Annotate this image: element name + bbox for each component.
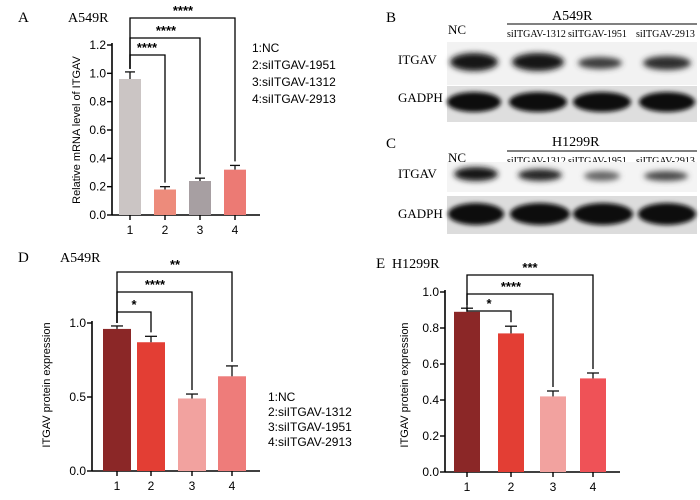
chart-e-ytick-label: 0.4 [422, 393, 439, 407]
chart-a-ytick-label: 0.6 [89, 123, 106, 137]
chart-d-xtick-label-4: 4 [229, 479, 236, 493]
panel-letter-d: D [18, 250, 29, 266]
chart-e-bar-2 [498, 333, 524, 472]
blot-c-lane-nc: NC [448, 150, 466, 165]
chart-a-ytick-label: 0.0 [89, 208, 106, 222]
chart-e-bar-4 [580, 378, 606, 472]
chart-d-bar-2 [137, 342, 165, 471]
chart-a-xtick-label-4: 4 [232, 223, 239, 237]
blot-b-lane-nc: NC [448, 22, 466, 37]
chart-a-xtick-label-2: 2 [162, 223, 169, 237]
chart-e-xtick-label-2: 2 [508, 480, 515, 494]
chart-e-sig-bracket [466, 274, 594, 369]
chart-e-bar-1 [454, 311, 480, 472]
panel-letter-c: C [386, 136, 396, 152]
blot-b-lane-4: siITGAV-2913 [636, 29, 695, 40]
blot-b-cell-line: A549R [552, 9, 593, 24]
chart-a-bar-3 [189, 181, 211, 215]
chart-d-ytick-label: 0.5 [69, 390, 86, 404]
chart-e-ytick-label: 0.8 [422, 321, 439, 335]
blot-b-row-gadph: GADPH [398, 90, 443, 105]
chart-e-ytick-label: 0.6 [422, 357, 439, 371]
chart-e-sig-label: *** [522, 260, 538, 275]
chart-d: A549R ITGAV protein expression 0.0 0.5 1.0 1 2… [41, 251, 352, 493]
chart-a-legend-item: 4:siITGAV-2913 [252, 92, 336, 106]
blot-c: NC H1299R siITGAV-1312 siITGAV-1951 siIT… [398, 135, 697, 234]
chart-d-bar-3 [178, 398, 206, 471]
chart-a-bar-2 [154, 189, 176, 215]
chart-e-ytick-label: 0.2 [422, 429, 439, 443]
blot-c-lane-4: siITGAV-2913 [636, 156, 695, 167]
chart-d-xtick-label-3: 3 [189, 479, 196, 493]
chart-d-sig-bracket [116, 271, 233, 362]
chart-a-ytick-label: 0.8 [89, 95, 106, 109]
chart-d-xtick-label-1: 1 [114, 479, 121, 493]
blot-c-cell-line: H1299R [552, 135, 600, 150]
chart-d-legend-item: 4:siITGAV-2913 [268, 435, 352, 449]
chart-a-xtick-label-1: 1 [127, 223, 134, 237]
chart-d-ytick-label: 0.0 [69, 464, 86, 478]
chart-d-legend-item: 1:NC [268, 390, 296, 404]
chart-d-legend-item: 3:siITGAV-1951 [268, 420, 352, 434]
chart-d-xtick-label-2: 2 [148, 479, 155, 493]
blot-c-row-itgav: ITGAV [398, 166, 437, 181]
panel-letter-b: B [386, 10, 396, 26]
chart-a-title: A549R [68, 11, 109, 26]
chart-a-ytick-label: 1.0 [89, 66, 106, 80]
chart-a-bar-1 [119, 79, 141, 215]
chart-a-ytick-label: 0.2 [89, 180, 106, 194]
chart-a-sig-label: **** [156, 23, 177, 38]
chart-e-sig-label: * [486, 296, 492, 311]
blot-c-row-gadph: GADPH [398, 206, 443, 221]
chart-e-ytick-label: 1.0 [422, 285, 439, 299]
chart-a: A549R Relative mRNA level of ITGAV 0.0 0.2 0… [68, 3, 336, 237]
chart-a-legend-item: 3:siITGAV-1312 [252, 75, 336, 89]
chart-d-legend-item: 2:siITGAV-1312 [268, 405, 352, 419]
chart-a-sig-bracket [129, 17, 236, 162]
chart-a-ytick-label: 1.2 [89, 38, 106, 52]
chart-e-xtick-label-3: 3 [550, 480, 557, 494]
blot-c-lane-2: siITGAV-1312 [507, 156, 566, 167]
blot-b-row-itgav: ITGAV [398, 52, 437, 67]
chart-e-xtick-label-1: 1 [464, 480, 471, 494]
blot-b: NC A549R siITGAV-1312 siITGAV-1951 siITG… [398, 9, 697, 122]
chart-e-bar-3 [540, 396, 566, 472]
chart-e-xtick-label-4: 4 [590, 480, 597, 494]
chart-a-legend-item: 1:NC [252, 41, 280, 55]
chart-d-sig-label: **** [145, 277, 166, 292]
chart-e-title: H1299R [392, 257, 440, 272]
chart-d-sig-label: ** [170, 257, 181, 272]
chart-e-sig-label: **** [501, 279, 522, 294]
chart-a-ytick-label: 0.4 [89, 151, 106, 165]
chart-a-legend-item: 2:siITGAV-1951 [252, 58, 336, 72]
chart-e: H1299R ITGAV protein expression 0.0 0.2 0.4 0… [392, 257, 620, 494]
blot-c-lane-3: siITGAV-1951 [568, 156, 627, 167]
chart-e-ytick-label: 0.0 [422, 465, 439, 479]
chart-d-bar-4 [218, 376, 246, 471]
chart-a-sig-label: **** [173, 3, 194, 18]
chart-d-title: A549R [60, 251, 101, 266]
chart-a-ylabel: Relative mRNA level of ITGAV [71, 55, 83, 203]
chart-a-sig-label: **** [137, 40, 158, 55]
chart-e-sig-bracket [466, 305, 512, 323]
blot-b-lane-3: siITGAV-1951 [568, 29, 627, 40]
blot-b-lane-2: siITGAV-1312 [507, 29, 566, 40]
chart-d-ylabel: ITGAV protein expression [41, 322, 53, 447]
chart-a-xtick-label-3: 3 [197, 223, 204, 237]
chart-e-ylabel: ITGAV protein expression [399, 322, 411, 447]
panel-letter-a: A [18, 10, 29, 26]
panel-letter-e: E [376, 256, 385, 272]
chart-d-sig-label: * [131, 297, 137, 312]
chart-d-ytick-label: 1.0 [69, 316, 86, 330]
chart-d-bar-1 [103, 328, 131, 471]
chart-a-bar-4 [224, 169, 246, 215]
